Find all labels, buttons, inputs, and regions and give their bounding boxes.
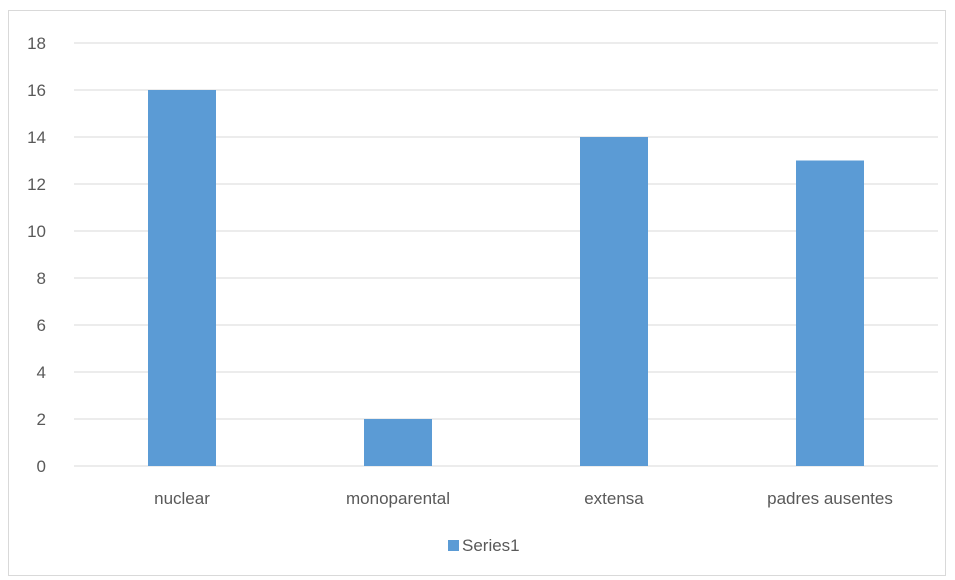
bar-extensa <box>580 137 648 466</box>
y-tick-label: 2 <box>37 410 46 429</box>
x-category-label: nuclear <box>154 489 210 508</box>
x-axis-labels: nuclear monoparental extensa padres ausente… <box>154 489 893 508</box>
x-category-label: extensa <box>584 489 644 508</box>
bars <box>148 90 864 466</box>
y-tick-label: 10 <box>27 222 46 241</box>
y-tick-label: 6 <box>37 316 46 335</box>
y-tick-label: 4 <box>37 363 46 382</box>
y-tick-label: 0 <box>37 457 46 476</box>
bar-monoparental <box>364 419 432 466</box>
y-tick-label: 8 <box>37 269 46 288</box>
y-tick-label: 14 <box>27 128 46 147</box>
legend-swatch <box>448 540 459 551</box>
legend-label: Series1 <box>462 536 520 555</box>
y-axis-ticks: 0 2 4 6 8 10 12 14 16 18 <box>27 34 46 476</box>
legend: Series1 <box>448 536 520 555</box>
y-tick-label: 12 <box>27 175 46 194</box>
bar-padres-ausentes <box>796 160 864 466</box>
y-tick-label: 18 <box>27 34 46 53</box>
x-category-label: padres ausentes <box>767 489 893 508</box>
bar-nuclear <box>148 90 216 466</box>
x-category-label: monoparental <box>346 489 450 508</box>
gridlines <box>74 42 938 467</box>
y-tick-label: 16 <box>27 81 46 100</box>
